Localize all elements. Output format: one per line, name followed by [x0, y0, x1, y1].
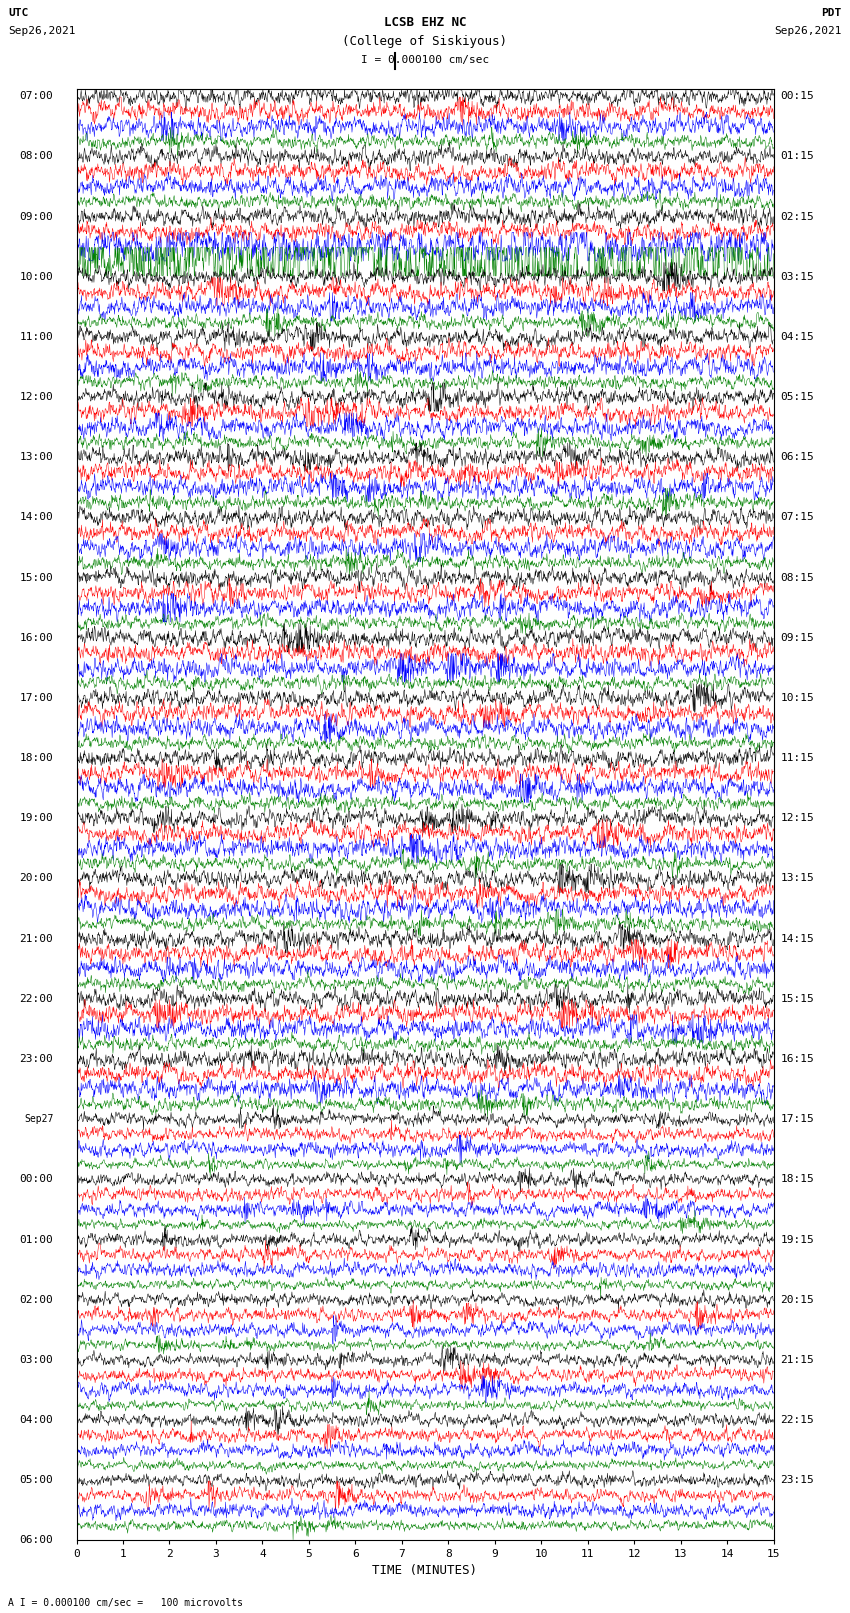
Text: 06:00: 06:00 [20, 1536, 54, 1545]
Text: 00:00: 00:00 [20, 1174, 54, 1184]
Text: 18:00: 18:00 [20, 753, 54, 763]
Text: 19:15: 19:15 [780, 1234, 814, 1245]
Text: I = 0.000100 cm/sec: I = 0.000100 cm/sec [361, 55, 489, 65]
Text: 00:15: 00:15 [780, 92, 814, 102]
Text: 13:15: 13:15 [780, 874, 814, 884]
Text: 01:00: 01:00 [20, 1234, 54, 1245]
Text: 14:00: 14:00 [20, 513, 54, 523]
Text: 09:15: 09:15 [780, 632, 814, 644]
Text: 15:00: 15:00 [20, 573, 54, 582]
Text: 02:00: 02:00 [20, 1295, 54, 1305]
Text: 10:15: 10:15 [780, 694, 814, 703]
Text: 13:00: 13:00 [20, 452, 54, 463]
Text: 11:00: 11:00 [20, 332, 54, 342]
Text: 21:00: 21:00 [20, 934, 54, 944]
Text: 22:15: 22:15 [780, 1415, 814, 1424]
Text: 23:00: 23:00 [20, 1053, 54, 1065]
Text: 07:15: 07:15 [780, 513, 814, 523]
Text: 20:00: 20:00 [20, 874, 54, 884]
Text: 11:15: 11:15 [780, 753, 814, 763]
Text: 22:00: 22:00 [20, 994, 54, 1003]
Text: Sep26,2021: Sep26,2021 [8, 26, 76, 35]
Text: 05:15: 05:15 [780, 392, 814, 402]
Text: 19:00: 19:00 [20, 813, 54, 823]
Text: 20:15: 20:15 [780, 1295, 814, 1305]
Text: 03:15: 03:15 [780, 271, 814, 282]
Text: 06:15: 06:15 [780, 452, 814, 463]
Text: 09:00: 09:00 [20, 211, 54, 221]
Text: 05:00: 05:00 [20, 1476, 54, 1486]
Text: 08:00: 08:00 [20, 152, 54, 161]
Text: 14:15: 14:15 [780, 934, 814, 944]
Text: 16:15: 16:15 [780, 1053, 814, 1065]
Text: 02:15: 02:15 [780, 211, 814, 221]
Text: Sep27: Sep27 [24, 1115, 54, 1124]
Text: 23:15: 23:15 [780, 1476, 814, 1486]
Text: UTC: UTC [8, 8, 29, 18]
Text: 17:00: 17:00 [20, 694, 54, 703]
Text: 17:15: 17:15 [780, 1115, 814, 1124]
X-axis label: TIME (MINUTES): TIME (MINUTES) [372, 1563, 478, 1576]
Text: 16:00: 16:00 [20, 632, 54, 644]
Text: (College of Siskiyous): (College of Siskiyous) [343, 35, 507, 48]
Text: PDT: PDT [821, 8, 842, 18]
Text: 04:15: 04:15 [780, 332, 814, 342]
Text: 10:00: 10:00 [20, 271, 54, 282]
Text: 08:15: 08:15 [780, 573, 814, 582]
Text: A I = 0.000100 cm/sec =   100 microvolts: A I = 0.000100 cm/sec = 100 microvolts [8, 1598, 243, 1608]
Text: 07:00: 07:00 [20, 92, 54, 102]
Text: 15:15: 15:15 [780, 994, 814, 1003]
Text: Sep26,2021: Sep26,2021 [774, 26, 842, 35]
Text: 12:00: 12:00 [20, 392, 54, 402]
Text: LCSB EHZ NC: LCSB EHZ NC [383, 16, 467, 29]
Text: 21:15: 21:15 [780, 1355, 814, 1365]
Text: 04:00: 04:00 [20, 1415, 54, 1424]
Text: 12:15: 12:15 [780, 813, 814, 823]
Text: 18:15: 18:15 [780, 1174, 814, 1184]
Text: 01:15: 01:15 [780, 152, 814, 161]
Text: 03:00: 03:00 [20, 1355, 54, 1365]
